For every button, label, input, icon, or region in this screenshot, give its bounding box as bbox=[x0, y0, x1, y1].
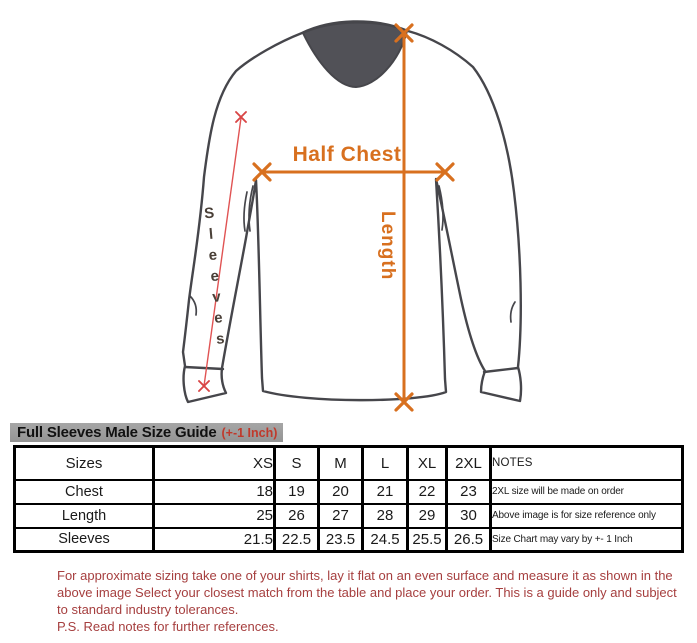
right-sleeve-wrinkle bbox=[509, 301, 516, 323]
wrinkle-strokes bbox=[189, 185, 516, 323]
size-table: Sizes XS S M L XL 2XL NOTES Chest 18 19 … bbox=[13, 445, 684, 553]
half-chest-left-x-marker-icon bbox=[252, 162, 272, 182]
size-value-cell: 30 bbox=[445, 502, 492, 529]
table-row-length: Length 25 26 27 28 29 30 Above image is … bbox=[13, 502, 684, 529]
size-value-cell: 23 bbox=[445, 478, 492, 505]
size-value-cell: 21.5 bbox=[152, 526, 276, 553]
half-chest-label: Half Chest bbox=[292, 143, 402, 166]
size-value-cell: 26.5 bbox=[445, 526, 492, 553]
half-chest-measure-line bbox=[252, 162, 455, 182]
left-armpit-crease-2 bbox=[243, 191, 248, 232]
size-value-cell: 28 bbox=[361, 502, 409, 529]
size-value-cell: 21 bbox=[361, 478, 409, 505]
header-cell-2xl: 2XL bbox=[445, 445, 492, 481]
table-header-row: Sizes XS S M L XL 2XL NOTES bbox=[13, 445, 684, 481]
header-cell-s: S bbox=[273, 445, 320, 481]
collar-shape bbox=[302, 21, 408, 88]
measure-row-label: Length bbox=[13, 502, 155, 529]
header-cell-m: M bbox=[317, 445, 364, 481]
length-bottom-x-marker-icon bbox=[394, 392, 414, 412]
right-cuff-line bbox=[482, 366, 520, 374]
left-sleeve-wrinkle bbox=[189, 295, 198, 316]
table-title-tolerance: (+-1 Inch) bbox=[221, 425, 278, 440]
footer-notes: For approximate sizing take one of your … bbox=[57, 567, 689, 635]
note-cell: Above image is for size reference only bbox=[489, 502, 684, 529]
header-cell-sizes: Sizes bbox=[13, 445, 155, 481]
table-row-chest: Chest 18 19 20 21 22 23 2XL size will be… bbox=[13, 478, 684, 505]
size-value-cell: 29 bbox=[406, 502, 448, 529]
header-cell-l: L bbox=[361, 445, 409, 481]
right-armpit-crease bbox=[438, 185, 444, 231]
table-row-sleeves: Sleeves 21.5 22.5 23.5 24.5 25.5 26.5 Si… bbox=[13, 526, 684, 553]
footer-ps: P.S. Read notes for further references. bbox=[57, 619, 279, 634]
sleeve-top-x-marker-icon bbox=[235, 111, 247, 123]
size-value-cell: 24.5 bbox=[361, 526, 409, 553]
shirt-diagram bbox=[181, 20, 523, 412]
size-value-cell: 22.5 bbox=[273, 526, 320, 553]
size-value-cell: 19 bbox=[273, 478, 320, 505]
size-value-cell: 23.5 bbox=[317, 526, 364, 553]
size-value-cell: 26 bbox=[273, 502, 320, 529]
left-armpit-crease bbox=[248, 185, 254, 232]
note-cell: 2XL size will be made on order bbox=[489, 478, 684, 505]
note-cell: Size Chart may vary by +- 1 Inch bbox=[489, 526, 684, 553]
sleeve-measure-line bbox=[198, 111, 247, 392]
left-cuff-line bbox=[183, 365, 225, 371]
half-chest-right-x-marker-icon bbox=[435, 162, 455, 182]
header-cell-xs: XS bbox=[152, 445, 276, 481]
header-cell-xl: XL bbox=[406, 445, 448, 481]
footer-paragraph: For approximate sizing take one of your … bbox=[57, 568, 677, 617]
shirt-drawing bbox=[181, 20, 523, 404]
size-value-cell: 22 bbox=[406, 478, 448, 505]
length-top-x-marker-icon bbox=[394, 23, 414, 43]
size-value-cell: 27 bbox=[317, 502, 364, 529]
measure-row-label: Chest bbox=[13, 478, 155, 505]
length-measure-line bbox=[394, 23, 414, 412]
size-value-cell: 18 bbox=[152, 478, 276, 505]
table-title-bar: Full Sleeves Male Size Guide (+-1 Inch) bbox=[10, 423, 283, 442]
length-label: Length bbox=[377, 211, 398, 281]
header-cell-notes: NOTES bbox=[489, 445, 684, 481]
size-value-cell: 20 bbox=[317, 478, 364, 505]
size-value-cell: 25 bbox=[152, 502, 276, 529]
sleeve-line bbox=[203, 117, 242, 387]
measure-row-label: Sleeves bbox=[13, 526, 155, 553]
size-value-cell: 25.5 bbox=[406, 526, 448, 553]
sleeve-bottom-x-marker-icon bbox=[198, 380, 210, 392]
table-title: Full Sleeves Male Size Guide bbox=[17, 424, 217, 441]
